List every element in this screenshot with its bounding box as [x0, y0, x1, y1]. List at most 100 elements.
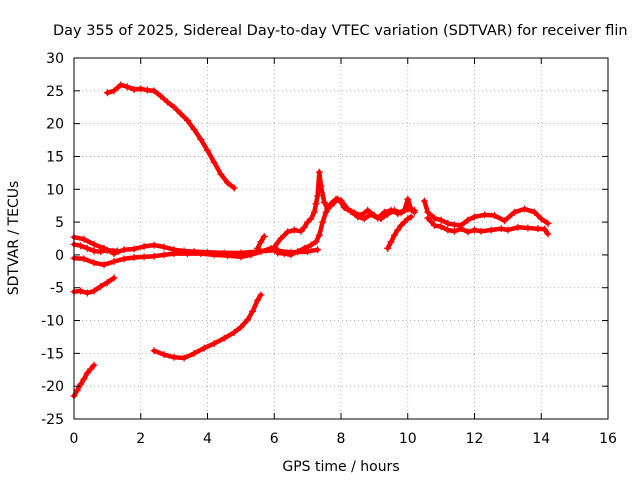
data-point: [254, 244, 262, 252]
data-point: [83, 244, 91, 252]
series-trace-10: [274, 195, 418, 259]
data-point: [224, 252, 232, 260]
data-point: [110, 274, 118, 282]
data-point: [404, 195, 412, 203]
data-point: [319, 218, 327, 226]
x-tick-label: 6: [270, 431, 279, 447]
data-point: [397, 221, 405, 229]
data-point: [110, 87, 118, 95]
data-point: [357, 212, 365, 220]
data-point: [444, 219, 452, 227]
data-point: [113, 247, 121, 255]
data-point: [140, 253, 148, 261]
data-point: [491, 212, 499, 220]
data-point: [90, 259, 98, 267]
series-layer: [70, 81, 552, 400]
data-point: [300, 244, 308, 252]
data-point: [322, 208, 330, 216]
y-tick-label: -20: [41, 379, 64, 395]
data-point: [501, 217, 509, 225]
data-point: [450, 227, 458, 235]
chart-title: Day 355 of 2025, Sidereal Day-to-day VTE…: [53, 23, 628, 39]
data-point: [170, 250, 178, 258]
data-point: [541, 225, 549, 233]
data-point: [370, 212, 378, 220]
data-point: [117, 81, 125, 89]
x-tick-label: 12: [466, 431, 484, 447]
data-point: [287, 251, 295, 259]
data-point: [257, 291, 265, 299]
data-point: [150, 87, 158, 95]
data-point: [237, 323, 245, 331]
y-tick-label: 25: [46, 84, 64, 100]
data-point: [400, 218, 408, 226]
data-point: [83, 289, 91, 297]
data-point: [315, 231, 323, 239]
data-point: [200, 344, 208, 352]
data-point: [103, 278, 111, 286]
data-point: [130, 254, 138, 262]
data-point: [110, 257, 118, 265]
data-point: [307, 215, 315, 223]
data-point: [217, 170, 225, 178]
data-point: [137, 85, 145, 93]
data-point: [80, 235, 88, 243]
data-point: [390, 206, 398, 214]
data-point: [183, 250, 191, 258]
data-point: [204, 147, 211, 155]
data-point: [90, 361, 98, 369]
data-point: [77, 287, 85, 295]
series-trace-1: [103, 81, 238, 192]
data-point: [314, 192, 322, 200]
data-point: [504, 226, 512, 234]
y-tick-label: 5: [55, 215, 64, 231]
data-point: [404, 205, 412, 213]
y-axis-label: SDTVAR / TECUs: [6, 181, 22, 296]
data-point: [280, 250, 288, 258]
data-point: [100, 261, 108, 269]
data-point: [260, 233, 268, 241]
data-point: [312, 200, 320, 208]
data-point: [521, 205, 529, 213]
data-point: [497, 225, 505, 233]
data-point: [457, 225, 465, 233]
data-point: [254, 296, 262, 304]
data-point: [544, 230, 552, 238]
axis-ticks: 0 2 4 6 8 10 12 14 16 -25 -20 -15 -10 -5 0 5 10 15 20 25 30: [41, 51, 617, 447]
data-point: [210, 251, 218, 259]
data-point: [130, 245, 138, 253]
data-point: [130, 86, 138, 94]
data-point: [277, 235, 285, 242]
data-point: [394, 226, 402, 234]
data-point: [315, 168, 323, 176]
data-point: [531, 208, 539, 216]
data-point: [294, 248, 302, 256]
data-point: [83, 369, 91, 377]
x-tick-label: 8: [337, 431, 346, 447]
data-point: [487, 226, 495, 234]
data-point: [544, 219, 552, 227]
data-point: [317, 182, 325, 190]
data-point: [514, 223, 522, 231]
data-point: [274, 249, 282, 257]
data-point: [477, 227, 485, 235]
data-point: [511, 208, 519, 216]
x-tick-label: 0: [70, 431, 79, 447]
data-point: [177, 110, 185, 118]
data-point: [300, 223, 308, 231]
data-point: [360, 215, 368, 223]
y-tick-label: -5: [50, 281, 64, 297]
data-point: [190, 126, 198, 134]
data-point: [384, 210, 392, 218]
data-point: [244, 316, 252, 324]
data-point: [143, 86, 151, 94]
data-point: [284, 228, 292, 236]
series-line: [105, 82, 237, 191]
x-tick-label: 16: [599, 431, 617, 447]
data-point: [160, 243, 168, 251]
y-tick-label: 0: [55, 248, 64, 264]
series-trace-7: [70, 244, 282, 269]
data-point: [410, 206, 418, 214]
data-point: [420, 197, 428, 205]
